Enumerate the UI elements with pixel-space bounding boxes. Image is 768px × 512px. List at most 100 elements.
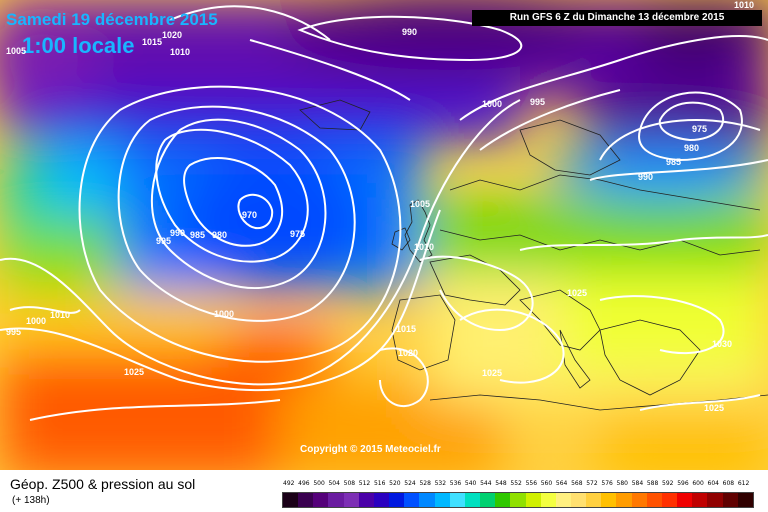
map-product-title: Géop. Z500 & pression au sol [10, 476, 196, 492]
color-scale-label: 524 [404, 480, 416, 487]
isobar-label-1025-atlantic: 1025 [124, 367, 145, 377]
isobar-label-975-northeast: 975 [692, 124, 708, 134]
isobar-label-1000-north: 1000 [482, 99, 503, 109]
color-scale-swatch [722, 493, 738, 507]
color-scale-label: 608 [722, 480, 735, 487]
color-scale-label: 564 [555, 480, 568, 487]
isobar-label-980-center: 980 [212, 230, 228, 240]
isobar-label-985-northeast: 985 [666, 157, 682, 167]
color-scale-label: 532 [434, 480, 447, 487]
color-scale-label: 548 [495, 480, 507, 487]
isobar-label-990-center: 990 [170, 228, 186, 238]
legend-area-mask [0, 470, 768, 472]
isobar-label-1025-europe: 1025 [567, 288, 588, 298]
color-scale-swatch [283, 493, 299, 507]
color-scale-labels: 492 496 500 504 508 512 516 520 524 528 532 536 540 5… [282, 480, 752, 490]
color-scale-swatch [313, 493, 329, 507]
color-scale-label: 556 [525, 480, 538, 487]
color-scale-swatch [616, 493, 632, 507]
color-scale-swatch [570, 493, 587, 507]
color-scale-label: 536 [449, 480, 462, 487]
footer: Géop. Z500 & pression au sol (+ 138h) 49… [0, 472, 768, 512]
color-scale-label: 576 [601, 480, 613, 487]
color-scale-label: 516 [373, 480, 386, 487]
color-scale-swatch [540, 493, 556, 507]
color-scale-swatch [646, 493, 662, 507]
color-scale-bar [282, 492, 754, 508]
map-canvas [0, 0, 768, 472]
color-scale-label: 592 [662, 480, 674, 487]
isobar-label-990-top: 990 [402, 27, 418, 37]
color-scale-swatch [555, 493, 571, 507]
isobar-label-1010-topright: 1010 [734, 0, 755, 10]
isobar-label-1030-easteurope: 1030 [712, 339, 733, 349]
isobar-label-995-west: 995 [6, 327, 22, 337]
color-scale-label: 604 [707, 480, 719, 487]
color-scale-swatch [495, 493, 511, 507]
color-scale-label: 512 [358, 480, 371, 487]
color-scale-swatch [525, 493, 541, 507]
copyright-label: Copyright © 2015 Meteociel.fr [300, 444, 441, 455]
color-scale-label: 500 [313, 480, 325, 487]
color-scale-swatch [677, 493, 693, 507]
isobar-label-995-center: 995 [156, 236, 172, 246]
color-scale-swatch [480, 493, 496, 507]
isobars [0, 5, 768, 421]
isobar-label-1025-mediterranean: 1025 [482, 368, 503, 378]
isobar-label-1020-topleft: 1020 [162, 30, 183, 40]
color-scale-swatch [737, 493, 753, 507]
color-scale-label: 596 [677, 480, 689, 487]
color-scale-label: 612 [737, 480, 750, 487]
color-scale-label: 496 [298, 480, 310, 487]
color-scale-swatch [707, 493, 723, 507]
color-scale-swatch [631, 493, 647, 507]
color-scale-label: 504 [328, 480, 340, 487]
color-scale-label: 528 [419, 480, 431, 487]
color-scale-swatch [586, 493, 602, 507]
local-time: 1:00 locale [22, 33, 135, 58]
color-scale-label: 560 [540, 480, 553, 487]
color-scale-swatch [601, 493, 617, 507]
isobar-label-1000-center: 1000 [214, 309, 235, 319]
isobar-label-1010-topleft: 1010 [170, 47, 191, 57]
geopotential-field [0, 0, 768, 472]
color-scale-label: 520 [389, 480, 401, 487]
isobar-label-985-center: 985 [190, 230, 206, 240]
isobar-label-1010-west: 1010 [50, 310, 71, 320]
isobar-label-1005-uk: 1005 [410, 199, 431, 209]
color-scale-swatch [298, 493, 314, 507]
color-scale-swatch [510, 493, 526, 507]
color-scale-label: 492 [283, 480, 295, 487]
color-scale-swatch [373, 493, 390, 507]
isobar-label-970-center: 970 [242, 210, 258, 220]
color-scale-swatch [328, 493, 344, 507]
color-scale-label: 552 [510, 480, 522, 487]
color-scale-label: 568 [571, 480, 583, 487]
isobar-label-1025-southeast: 1025 [704, 403, 725, 413]
color-scale-swatch [358, 493, 374, 507]
color-scale-swatch [661, 493, 678, 507]
color-scale-swatch [434, 493, 450, 507]
color-scale-label: 508 [343, 480, 356, 487]
color-scale-label: 588 [646, 480, 659, 487]
color-scale-swatch [404, 493, 420, 507]
color-scale-swatch [389, 493, 405, 507]
isobar-label-1015-topleft: 1015 [142, 37, 163, 47]
color-scale-swatch [692, 493, 708, 507]
isobar-label-1000-west: 1000 [26, 316, 47, 326]
isobar-label-990-northeast: 990 [638, 172, 654, 182]
color-scale-swatch [343, 493, 359, 507]
color-scale-label: 580 [616, 480, 628, 487]
color-scale-swatch [449, 493, 465, 507]
isobar-label-980-northeast: 980 [684, 143, 700, 153]
isobar-label-1005-topleft: 1005 [6, 46, 27, 56]
valid-date: Samedi 19 décembre 2015 [6, 10, 218, 29]
color-scale-label: 584 [631, 480, 644, 487]
weather-map: Samedi 19 décembre 2015 1:00 locale Run … [0, 0, 768, 472]
color-scale-label: 540 [464, 480, 477, 487]
color-scale-swatch [419, 493, 435, 507]
color-scale-label: 600 [692, 480, 704, 487]
color-scale-swatch [464, 493, 481, 507]
isobar-label-995-north: 995 [530, 97, 546, 107]
isobar-label-1020-iberia: 1020 [398, 348, 419, 358]
